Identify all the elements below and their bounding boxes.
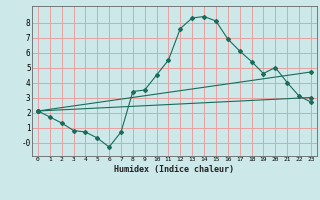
X-axis label: Humidex (Indice chaleur): Humidex (Indice chaleur) <box>115 165 234 174</box>
